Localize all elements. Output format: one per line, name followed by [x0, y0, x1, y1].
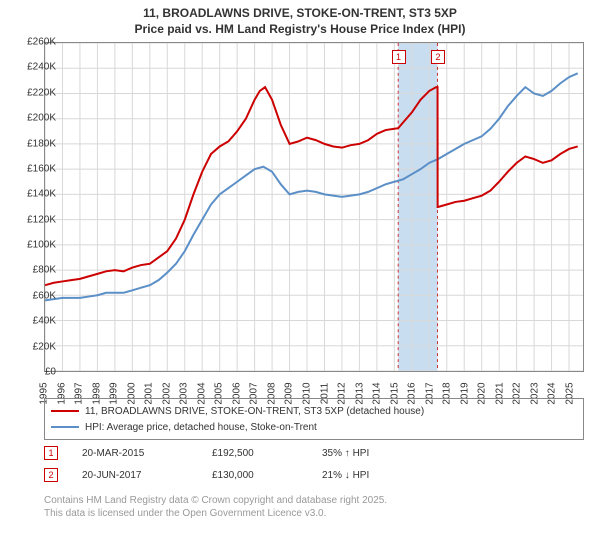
footer-line-1: Contains HM Land Registry data © Crown c… — [44, 494, 387, 507]
legend-swatch — [51, 426, 79, 428]
chart-marker: 1 — [392, 50, 406, 64]
legend-label: 11, BROADLAWNS DRIVE, STOKE-ON-TRENT, ST… — [85, 406, 424, 417]
y-tick-label: £20K — [33, 341, 56, 352]
legend-swatch — [51, 410, 79, 412]
y-tick-label: £220K — [27, 87, 56, 98]
y-tick-label: £80K — [33, 265, 56, 276]
row-marker: 2 — [44, 468, 58, 482]
y-tick-label: £260K — [27, 37, 56, 48]
row-pct: 35% ↑ HPI — [322, 448, 452, 459]
row-price: £192,500 — [212, 448, 322, 459]
y-tick-label: £240K — [27, 62, 56, 73]
legend-item: 11, BROADLAWNS DRIVE, STOKE-ON-TRENT, ST… — [51, 403, 577, 419]
chart-svg — [45, 43, 583, 371]
title-block: 11, BROADLAWNS DRIVE, STOKE-ON-TRENT, ST… — [0, 0, 600, 39]
y-tick-label: £60K — [33, 290, 56, 301]
title-line-2: Price paid vs. HM Land Registry's House … — [0, 22, 600, 38]
legend-label: HPI: Average price, detached house, Stok… — [85, 422, 317, 433]
chart-container: 11, BROADLAWNS DRIVE, STOKE-ON-TRENT, ST… — [0, 0, 600, 560]
legend-item: HPI: Average price, detached house, Stok… — [51, 419, 577, 435]
footer-line-2: This data is licensed under the Open Gov… — [44, 507, 387, 520]
chart-marker: 2 — [431, 50, 445, 64]
chart-plot-area — [44, 42, 584, 372]
row-marker: 1 — [44, 446, 58, 460]
y-tick-label: £40K — [33, 316, 56, 327]
footer: Contains HM Land Registry data © Crown c… — [44, 494, 387, 520]
row-price: £130,000 — [212, 470, 322, 481]
y-tick-label: £200K — [27, 113, 56, 124]
y-tick-label: £180K — [27, 138, 56, 149]
transaction-table: 1 20-MAR-2015 £192,500 35% ↑ HPI 2 20-JU… — [44, 442, 584, 486]
row-date: 20-JUN-2017 — [82, 470, 212, 481]
y-tick-label: £140K — [27, 189, 56, 200]
y-tick-label: £0 — [45, 367, 56, 378]
table-row: 2 20-JUN-2017 £130,000 21% ↓ HPI — [44, 464, 584, 486]
y-tick-label: £100K — [27, 240, 56, 251]
row-date: 20-MAR-2015 — [82, 448, 212, 459]
y-tick-label: £160K — [27, 163, 56, 174]
row-pct: 21% ↓ HPI — [322, 470, 452, 481]
table-row: 1 20-MAR-2015 £192,500 35% ↑ HPI — [44, 442, 584, 464]
legend: 11, BROADLAWNS DRIVE, STOKE-ON-TRENT, ST… — [44, 398, 584, 440]
y-tick-label: £120K — [27, 214, 56, 225]
title-line-1: 11, BROADLAWNS DRIVE, STOKE-ON-TRENT, ST… — [0, 6, 600, 22]
